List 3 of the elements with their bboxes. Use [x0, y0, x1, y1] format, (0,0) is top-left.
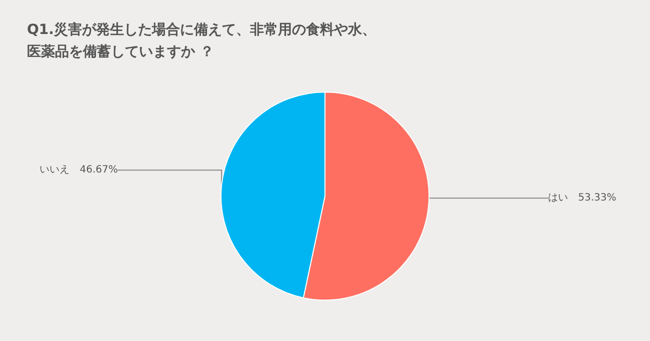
slice-label: はい 53.33% [548, 192, 616, 204]
chart-title: Q1.災害が発生した場合に備えて、非常用の食料や水、医薬品を備蓄していますか ？ [27, 21, 376, 60]
slice-label: いいえ 46.67% [40, 164, 118, 176]
